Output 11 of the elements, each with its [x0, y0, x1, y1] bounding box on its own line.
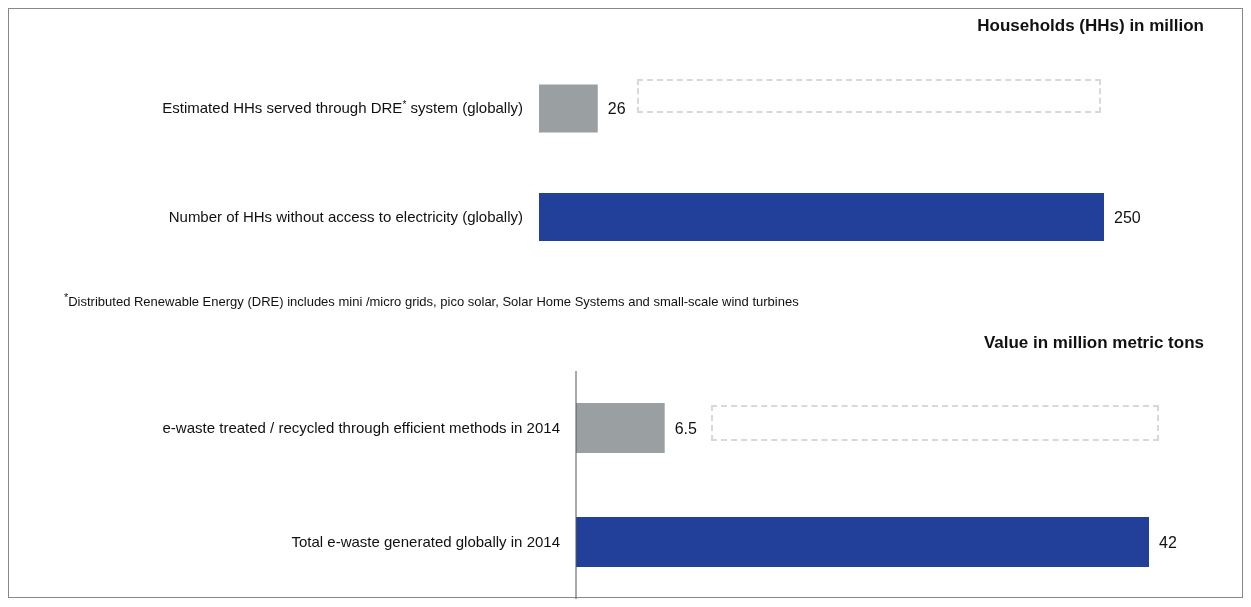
chart-title: Households (HHs) in million	[977, 16, 1204, 36]
y-tick-label: Total e-waste generated globally in 2014	[291, 533, 560, 550]
data-label: 42	[1159, 533, 1177, 551]
data-label: 6.5	[674, 419, 698, 437]
y-tick-label: Number of HHs without access to electricity (globally)	[168, 207, 523, 225]
data-label: 26	[607, 100, 626, 118]
y-tick-label: Estimated HHs served through DRE$^{*}$ system (globally)	[162, 98, 523, 117]
data-label: 250	[1114, 208, 1141, 226]
y-tick-label: e-waste treated / recycled through efficient methods in 2014	[162, 419, 560, 436]
chart-title: Value in million metric tons	[983, 333, 1204, 353]
text: $^{*}$Distributed Renewable Energy (DRE) includes mini /micro grids, pico solar, Solar Home Systems and small-scale wind turbines	[64, 291, 799, 310]
